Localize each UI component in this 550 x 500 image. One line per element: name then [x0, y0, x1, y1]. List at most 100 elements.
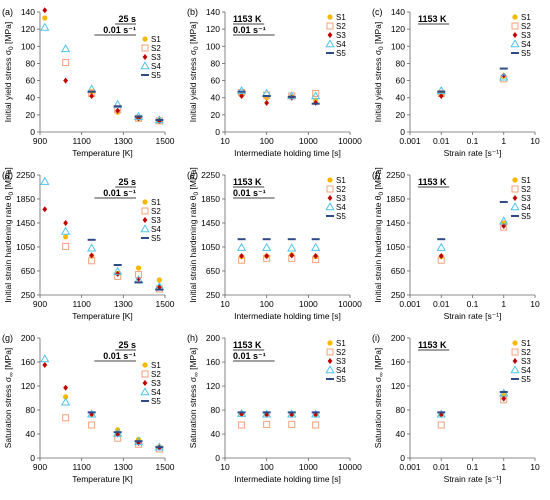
y-tick-label: 160: [391, 357, 405, 367]
y-tick-label: 100: [391, 41, 405, 51]
condition-label: 1153 K: [233, 14, 262, 24]
legend-marker: [512, 32, 518, 38]
y-tick-label: 0: [30, 453, 35, 463]
data-point: [289, 411, 295, 418]
x-tick-label: 10: [530, 462, 540, 472]
data-point: [88, 257, 96, 265]
y-tick-label: 2250: [16, 170, 35, 180]
y-tick-label: 120: [391, 381, 405, 391]
legend-label: S4: [521, 366, 531, 375]
data-point: [63, 220, 69, 226]
x-tick-label: 1300: [114, 462, 133, 472]
y-axis-label: Saturation stress σ∞ [MPa]: [188, 348, 200, 449]
x-tick-label: 1000: [299, 462, 318, 472]
data-point: [436, 242, 446, 251]
chart-panel: 0 40 80 120 160 200 0.001 0.01 0.1 1 10 Strain rate…: [372, 333, 540, 484]
legend-label: S5: [336, 212, 346, 221]
legend-label: S3: [151, 379, 161, 388]
x-axis-label: Strain rate [s⁻¹]: [444, 148, 502, 158]
data-point: [438, 93, 444, 99]
y-tick-label: 20: [211, 110, 221, 120]
legend-label: S1: [521, 13, 531, 22]
x-tick-label: 10000: [338, 299, 362, 309]
x-tick-label: 0.001: [399, 136, 421, 146]
legend-marker: [327, 358, 333, 364]
legend-marker: [325, 365, 335, 374]
x-tick-label: 1100: [73, 299, 92, 309]
y-tick-label: 120: [21, 381, 35, 391]
panel-label: (i): [372, 333, 380, 343]
data-point: [113, 99, 123, 108]
condition-label: 1153 K: [418, 177, 447, 187]
data-point: [239, 253, 244, 259]
condition-label: 25 s: [118, 340, 136, 350]
data-point: [312, 89, 320, 97]
y-tick-label: 0: [215, 127, 220, 137]
legend-marker: [142, 54, 148, 60]
data-point: [238, 421, 246, 429]
condition-label: 25 s: [118, 177, 136, 187]
legend-marker: [511, 22, 519, 30]
y-tick-label: 650: [21, 266, 35, 276]
y-tick-label: 0: [400, 127, 405, 137]
data-point: [438, 253, 444, 259]
y-tick-label: 1050: [201, 242, 220, 252]
y-tick-label: 0: [400, 453, 405, 463]
y-tick-label: 250: [206, 290, 220, 300]
x-tick-label: 0.01: [433, 462, 450, 472]
legend-label: S5: [151, 234, 161, 243]
y-tick-label: 140: [206, 7, 220, 17]
y-tick-label: 200: [206, 333, 220, 343]
data-point: [40, 22, 50, 31]
x-tick-label: 1100: [73, 462, 92, 472]
legend-label: S1: [521, 339, 531, 348]
chart-panel: 0 20 40 60 80 100 120 140 10 100 1000 10000 Intermed…: [187, 7, 362, 158]
legend-label: S3: [336, 194, 346, 203]
y-tick-label: 1850: [386, 194, 405, 204]
y-tick-label: 80: [396, 58, 406, 68]
x-tick-label: 1100: [73, 136, 92, 146]
y-tick-label: 0: [215, 453, 220, 463]
x-tick-label: 0.1: [467, 136, 479, 146]
y-tick-label: 120: [391, 24, 405, 34]
legend-marker: [325, 202, 335, 211]
legend-label: S5: [521, 375, 531, 384]
x-axis-label: Temperature [K]: [72, 474, 132, 484]
data-point: [113, 266, 123, 275]
y-tick-label: 60: [211, 76, 221, 86]
y-tick-label: 250: [391, 290, 405, 300]
data-point: [62, 242, 70, 250]
legend-label: S1: [151, 361, 161, 370]
chart-panel: 250 650 1050 1450 1850 2250 900 1100 1300 1500 Tem…: [2, 167, 175, 321]
x-tick-label: 10: [220, 299, 230, 309]
data-point: [287, 409, 297, 418]
chart-panel: 250 650 1050 1450 1850 2250 0.001 0.01 0.1 1 10 Str…: [372, 167, 540, 321]
x-tick-label: 0.1: [467, 299, 479, 309]
legend-marker: [512, 177, 518, 183]
condition-label: 1153 K: [233, 177, 262, 187]
condition-label: 0.01 s⁻¹: [103, 188, 136, 198]
legend-marker: [142, 380, 148, 386]
legend-marker: [142, 362, 148, 368]
legend-marker: [511, 185, 519, 193]
data-point: [436, 86, 446, 95]
legend-marker: [140, 387, 150, 396]
x-tick-label: 1000: [299, 136, 318, 146]
y-tick-label: 2250: [386, 170, 405, 180]
legend-marker: [512, 14, 518, 20]
x-tick-label: 1500: [156, 299, 175, 309]
legend-label: S1: [151, 35, 161, 44]
y-tick-label: 140: [391, 7, 405, 17]
y-tick-label: 80: [26, 58, 36, 68]
legend-marker: [327, 32, 333, 38]
legend-label: S2: [521, 185, 531, 194]
data-point: [501, 72, 507, 79]
y-tick-label: 100: [21, 41, 35, 51]
x-tick-label: 0.01: [433, 299, 450, 309]
legend-label: S3: [521, 31, 531, 40]
data-point: [311, 409, 321, 418]
x-axis-label: Intermediate holding time [s]: [234, 474, 341, 484]
x-tick-label: 100: [260, 299, 274, 309]
legend-label: S4: [336, 366, 346, 375]
